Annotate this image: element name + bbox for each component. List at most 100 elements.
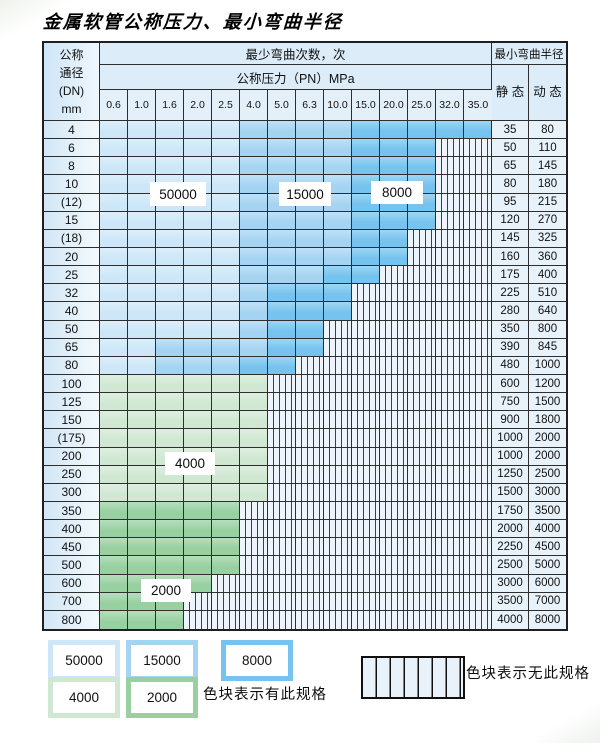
pressure-tick: 15.0 <box>352 90 380 121</box>
bend-cycles-header: 最少弯曲次数，次 <box>100 43 492 65</box>
spec-cell <box>184 429 212 448</box>
dn-cell: 350 <box>44 501 100 521</box>
unavailable-cell <box>380 447 408 466</box>
spec-cell <box>212 175 240 194</box>
spec-cell <box>184 411 212 430</box>
pressure-tick: 35.0 <box>464 90 492 121</box>
spec-cell <box>100 193 128 212</box>
unavailable-cell <box>296 374 324 394</box>
dn-cell: (18) <box>44 229 100 248</box>
unavailable-cell <box>268 411 296 430</box>
spec-cell <box>240 320 268 339</box>
spec-cell <box>296 338 324 357</box>
unavailable-cell <box>436 501 464 521</box>
unavailable-cell <box>380 520 408 539</box>
static-cell: 4000 <box>492 610 529 629</box>
unavailable-cell <box>408 556 436 575</box>
table-row: 32 225 510 <box>44 284 566 303</box>
unavailable-cell <box>352 520 380 539</box>
spec-cell <box>380 247 408 267</box>
spec-cell <box>100 247 128 267</box>
spec-cell <box>156 320 184 339</box>
spec-cell <box>156 556 184 575</box>
spec-cell <box>128 447 156 466</box>
unavailable-cell <box>464 574 492 593</box>
unavailable-cell <box>408 610 436 629</box>
unavailable-cell <box>408 574 436 593</box>
dynamic-cell: 180 <box>529 175 566 194</box>
unavailable-cell <box>464 302 492 321</box>
overlay-label-50000: 50000 <box>150 182 206 206</box>
spec-cell <box>240 356 268 375</box>
unavailable-cell <box>296 447 324 466</box>
unavailable-cell <box>296 411 324 430</box>
spec-cell <box>296 139 324 158</box>
spec-cell <box>296 320 324 339</box>
legend-swatch-label: 8000 <box>226 645 288 676</box>
unavailable-cell <box>436 429 464 448</box>
static-cell: 160 <box>492 247 529 267</box>
spec-cell <box>240 157 268 176</box>
unavailable-cell <box>268 538 296 557</box>
unavailable-cell <box>240 520 268 539</box>
spec-cell <box>184 320 212 339</box>
page-title: 金属软管公称压力、最小弯曲半径 <box>42 12 344 33</box>
unavailable-cell <box>268 465 296 484</box>
spec-cell <box>296 284 324 303</box>
static-cell: 1250 <box>492 465 529 484</box>
dynamic-cell: 3000 <box>529 483 566 502</box>
legend-swatch-2000: 2000 <box>126 677 198 718</box>
spec-cell <box>296 157 324 176</box>
unavailable-cell <box>408 284 436 303</box>
table-row: 125 750 1500 <box>44 393 566 412</box>
spec-cell <box>240 229 268 248</box>
spec-cell <box>352 139 380 158</box>
spec-cell <box>184 157 212 176</box>
unavailable-cell <box>436 266 464 285</box>
legend-swatch-label: 15000 <box>131 645 193 676</box>
table-row: 500 2500 5000 <box>44 556 566 575</box>
spec-cell <box>156 429 184 448</box>
unavailable-cell <box>436 175 464 194</box>
spec-cell <box>100 592 128 611</box>
table-row: 80 480 1000 <box>44 356 566 375</box>
legend-swatch-8000: 8000 <box>221 640 293 681</box>
spec-cell <box>352 121 380 140</box>
unavailable-cell <box>324 338 352 357</box>
spec-cell <box>212 538 240 557</box>
pressure-tick: 0.6 <box>100 90 128 121</box>
unavailable-cell <box>296 556 324 575</box>
table-row: (175) 1000 2000 <box>44 429 566 448</box>
dynamic-cell: 7000 <box>529 592 566 611</box>
spec-cell <box>100 338 128 357</box>
spec-cell <box>296 229 324 248</box>
unavailable-cell <box>352 447 380 466</box>
unavailable-cell <box>436 556 464 575</box>
spec-cell <box>240 411 268 430</box>
spec-cell <box>156 247 184 267</box>
spec-cell <box>184 302 212 321</box>
pressure-tick: 10.0 <box>324 90 352 121</box>
spec-cell <box>352 247 380 267</box>
unavailable-cell <box>436 374 464 394</box>
unavailable-cell <box>352 501 380 521</box>
spec-cell <box>268 356 296 375</box>
dn-cell: 50 <box>44 320 100 339</box>
unavailable-cell <box>436 302 464 321</box>
unavailable-cell <box>240 574 268 593</box>
unavailable-cell <box>212 592 240 611</box>
spec-cell <box>268 157 296 176</box>
spec-cell <box>240 374 268 394</box>
unavailable-cell <box>408 538 436 557</box>
unavailable-cell <box>352 574 380 593</box>
table-row: 800 4000 8000 <box>44 610 566 629</box>
dynamic-cell: 8000 <box>529 610 566 629</box>
table-row: 150 900 1800 <box>44 411 566 430</box>
unavailable-cell <box>436 447 464 466</box>
unavailable-cell <box>436 411 464 430</box>
unavailable-cell <box>380 411 408 430</box>
unavailable-cell <box>408 320 436 339</box>
unavailable-cell <box>240 592 268 611</box>
spec-cell <box>296 211 324 230</box>
unavailable-cell <box>380 393 408 412</box>
